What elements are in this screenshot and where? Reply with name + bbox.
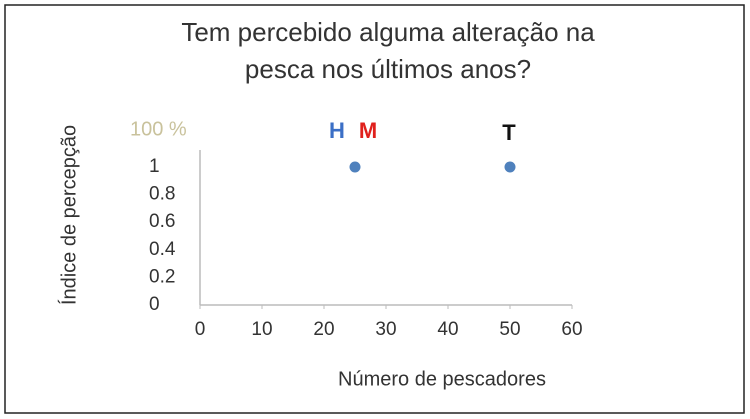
y-tick-label: 1 <box>149 156 160 177</box>
x-tick-label: 60 <box>561 319 582 340</box>
annotation: T <box>502 120 516 145</box>
y-tick-label: 0.4 <box>149 239 176 260</box>
y-axis-label: Índice de percepção <box>57 125 80 305</box>
annotation: 100 % <box>130 118 187 140</box>
annotation: H <box>329 118 345 143</box>
y-tick-label: 0.6 <box>149 211 175 232</box>
x-tick-label: 50 <box>499 319 520 340</box>
x-tick-label: 40 <box>437 319 458 340</box>
x-tick-label: 20 <box>313 319 334 340</box>
frame <box>4 4 745 414</box>
y-tick-label: 0.2 <box>149 266 175 287</box>
y-tick-label: 0 <box>149 294 160 315</box>
point <box>349 161 361 173</box>
x-tick-label: 0 <box>195 319 206 340</box>
x-axis-label: Número de pescadores <box>338 368 546 390</box>
annotation: M <box>359 118 377 143</box>
chart-title: pesca nos últimos anos? <box>245 54 531 84</box>
x-tick-label: 30 <box>375 319 396 340</box>
chart-title: Tem percebido alguma alteração na <box>181 17 595 47</box>
point <box>504 161 516 173</box>
x-tick-label: 10 <box>251 319 272 340</box>
y-tick-label: 0.8 <box>149 184 175 205</box>
